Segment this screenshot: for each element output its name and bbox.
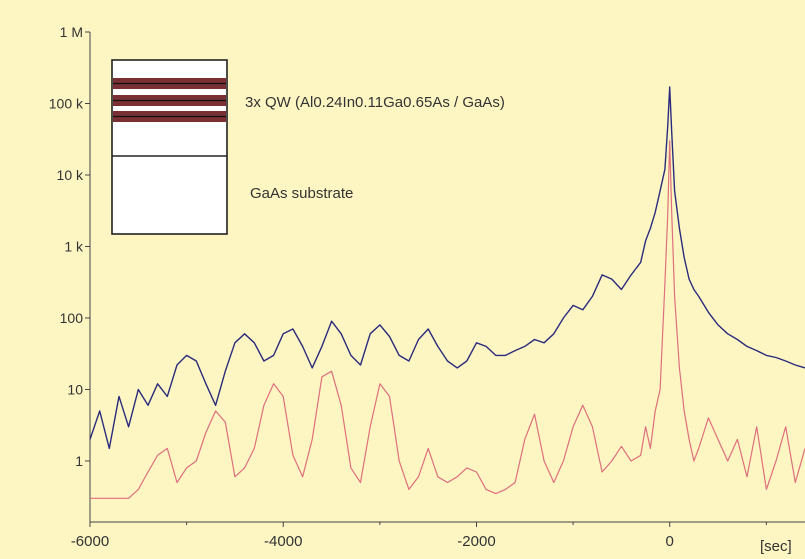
x-axis: -6000 -4000 -2000 0 [71,521,805,550]
substrate-label: GaAs substrate [250,185,353,202]
series-line-1 [89,86,805,450]
x-tick-label: -4000 [264,533,302,550]
layer-structure-inset: 3x QW (Al0.24In0.11Ga0.65As / GaAs) GaAs… [111,59,505,235]
y-tick-label: 100 [60,310,84,326]
series-line-2 [90,140,805,499]
y-tick-label: 1 M [60,24,83,40]
y-tick-label: 1 [75,453,83,469]
quantum-well-stack [113,78,226,122]
x-tick-label: 0 [666,533,674,550]
series-layer [89,86,805,499]
x-tick-label: -6000 [71,533,109,550]
y-tick-label: 10 [67,381,83,397]
y-tick-label: 100 k [49,95,84,111]
layer-label: 3x QW (Al0.24In0.11Ga0.65As / GaAs) [245,94,505,111]
x-axis-label: [sec] [760,538,792,555]
y-axis: 1 10 100 1 k 10 k 100 k 1 M [49,24,91,522]
x-tick-label: -2000 [457,533,495,550]
y-tick-label: 1 k [64,238,84,254]
y-tick-label: 10 k [57,167,84,183]
